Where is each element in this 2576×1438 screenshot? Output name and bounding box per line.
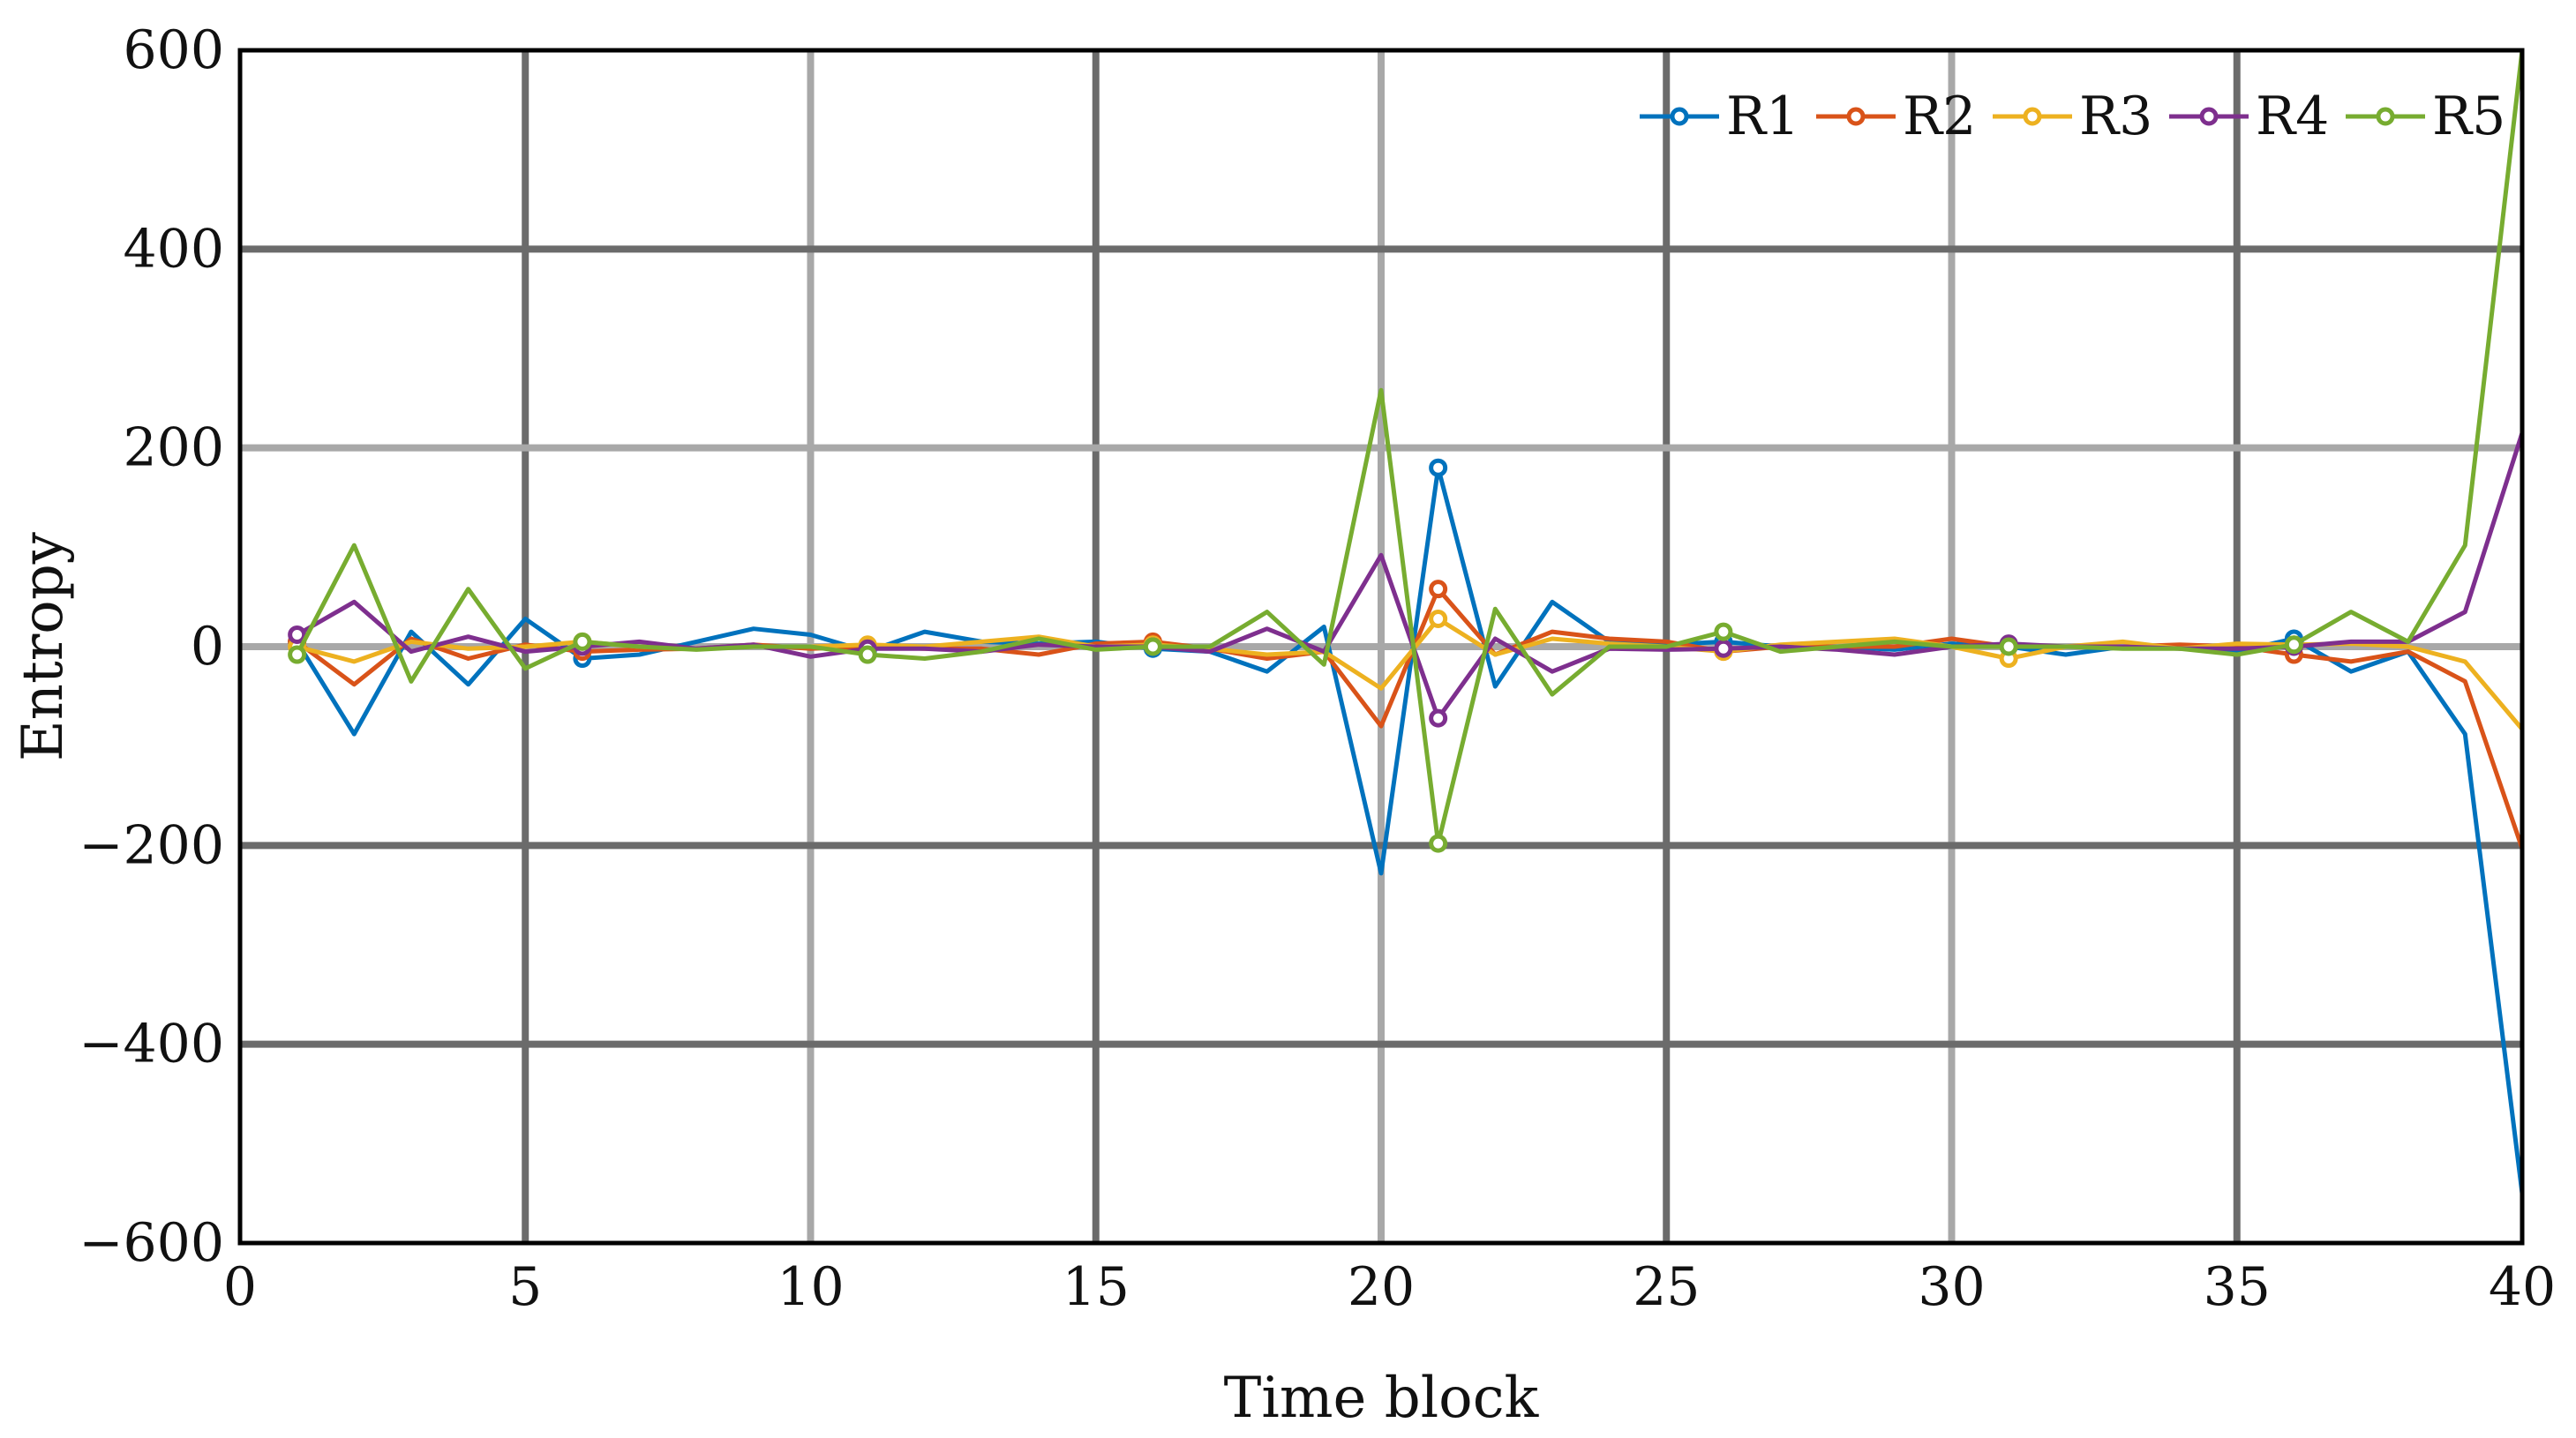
data-point-r5 bbox=[858, 645, 877, 664]
legend-label: R4 bbox=[2256, 86, 2329, 147]
legend-item-r1: R1 bbox=[1640, 86, 1799, 147]
legend-item-r4: R4 bbox=[2169, 86, 2329, 147]
x-tick-label: 15 bbox=[1063, 1256, 1130, 1318]
data-point-r5 bbox=[1429, 834, 1448, 853]
x-tick-label: 30 bbox=[1918, 1256, 1985, 1318]
x-tick-label: 10 bbox=[777, 1256, 844, 1318]
y-tick-label: −600 bbox=[79, 1212, 224, 1274]
x-tick-label: 20 bbox=[1348, 1256, 1415, 1318]
data-point-r5 bbox=[573, 632, 592, 651]
legend-marker bbox=[1670, 107, 1689, 126]
legend-label: R3 bbox=[2079, 86, 2152, 147]
data-point-r5 bbox=[288, 645, 307, 664]
series-r5 bbox=[288, 49, 2525, 853]
y-tick-label: −400 bbox=[79, 1014, 224, 1075]
x-tick-label: 5 bbox=[508, 1256, 542, 1318]
series-line-r1 bbox=[295, 465, 2525, 1195]
x-tick-label: 40 bbox=[2489, 1256, 2556, 1318]
legend-label: R5 bbox=[2432, 86, 2505, 147]
legend-item-r5: R5 bbox=[2346, 86, 2505, 147]
legend-label: R1 bbox=[1726, 86, 1799, 147]
x-tick-label: 25 bbox=[1633, 1256, 1700, 1318]
legend-label: R2 bbox=[1903, 86, 1976, 147]
legend-marker bbox=[2376, 107, 2395, 126]
legend-marker bbox=[2023, 107, 2042, 126]
data-point-r2 bbox=[1429, 580, 1448, 599]
x-tick-label: 0 bbox=[223, 1256, 257, 1318]
data-point-r3 bbox=[1429, 609, 1448, 628]
y-tick-label: 200 bbox=[123, 417, 224, 479]
data-point-r4 bbox=[1429, 708, 1448, 728]
plot-border bbox=[237, 48, 2525, 1246]
plot-frame bbox=[237, 48, 2525, 1246]
legend-item-r2: R2 bbox=[1816, 86, 1976, 147]
data-point-r4 bbox=[288, 625, 307, 644]
y-tick-label: 0 bbox=[191, 616, 224, 678]
y-tick-label: 600 bbox=[123, 19, 224, 81]
data-point-r4 bbox=[1714, 639, 1733, 658]
x-tick-label: 35 bbox=[2204, 1256, 2271, 1318]
series-line-r5 bbox=[295, 49, 2525, 846]
y-tick-label: −200 bbox=[79, 814, 224, 876]
y-tick-label: 400 bbox=[123, 218, 224, 280]
series-r1 bbox=[288, 458, 2525, 1195]
legend-item-r3: R3 bbox=[1993, 86, 2152, 147]
data-point-r5 bbox=[2284, 635, 2303, 655]
legend-marker bbox=[1846, 107, 1866, 126]
data-point-r1 bbox=[1429, 458, 1448, 477]
legend: R1 R2 R3 R4 R5 bbox=[1640, 86, 2505, 147]
legend-marker bbox=[2199, 107, 2219, 126]
data-point-r5 bbox=[1714, 622, 1733, 641]
series-lines bbox=[288, 49, 2525, 1195]
axis-ticks: 0 5 10 15 20 25 30 35 40 −600 −400 −200 0 200 400 600 bbox=[79, 19, 2556, 1318]
data-point-r5 bbox=[1999, 637, 2018, 656]
x-axis-label: Time block bbox=[1224, 1366, 1540, 1431]
data-point-r5 bbox=[1143, 637, 1162, 656]
y-axis-label: Entropy bbox=[11, 532, 76, 761]
